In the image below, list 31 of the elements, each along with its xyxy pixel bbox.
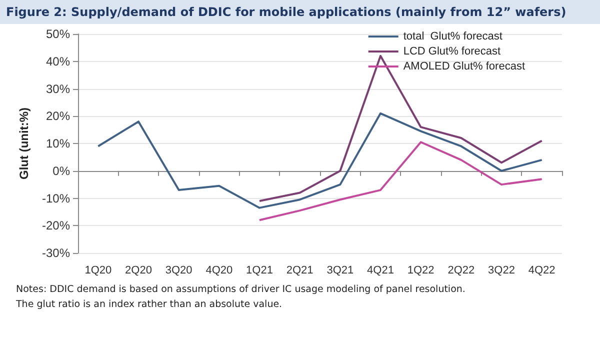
y-tick-label: 0% — [52, 164, 70, 178]
y-axis-title: Glut (unit:%) — [17, 108, 31, 180]
x-tick-label: 3Q21 — [326, 264, 354, 276]
legend-label: AMOLED Glut% forecast — [403, 60, 526, 72]
text: The glut ratio is an index rather than an absolute value. — [16, 298, 284, 312]
y-tick-label: 50% — [46, 27, 70, 41]
x-tick-label: 1Q20 — [84, 264, 112, 276]
legend-label: LCD Glut% forecast — [403, 46, 501, 58]
y-tick-label: -20% — [42, 218, 70, 233]
line-series — [258, 54, 543, 202]
x-tick-label: 4Q20 — [206, 264, 233, 276]
x-tick-label: 2Q20 — [125, 264, 152, 276]
x-tick-label: 1Q22 — [407, 264, 434, 276]
y-tick-label: 40% — [46, 54, 70, 68]
y-tick-label: 20% — [46, 109, 70, 124]
x-tick-label: 4Q22 — [528, 264, 556, 276]
line-series — [97, 112, 543, 209]
x-tick-label: 3Q22 — [488, 264, 515, 276]
x-tick-label: 3Q20 — [165, 264, 192, 276]
x-tick-label: 4Q21 — [367, 264, 394, 276]
y-tick-label: 10% — [46, 136, 70, 150]
legend-label: total Glut% forecast — [403, 30, 502, 42]
y-tick-label: -30% — [42, 246, 70, 260]
y-tick-label: -10% — [42, 191, 70, 206]
text: Notes: DDIC demand is based on assumptions of driver IC usage modeling of panel resolution. — [16, 283, 466, 297]
chart-title: Figure 2: Supply/demand of DDIC for mobile applications (mainly from 12” wafers) — [0, 0, 600, 24]
x-tick-label: 2Q21 — [286, 264, 314, 276]
y-tick-label: 30% — [46, 82, 70, 96]
x-tick-label: 1Q21 — [246, 264, 273, 276]
x-tick-label: 2Q22 — [448, 264, 475, 276]
line-series — [258, 141, 543, 222]
